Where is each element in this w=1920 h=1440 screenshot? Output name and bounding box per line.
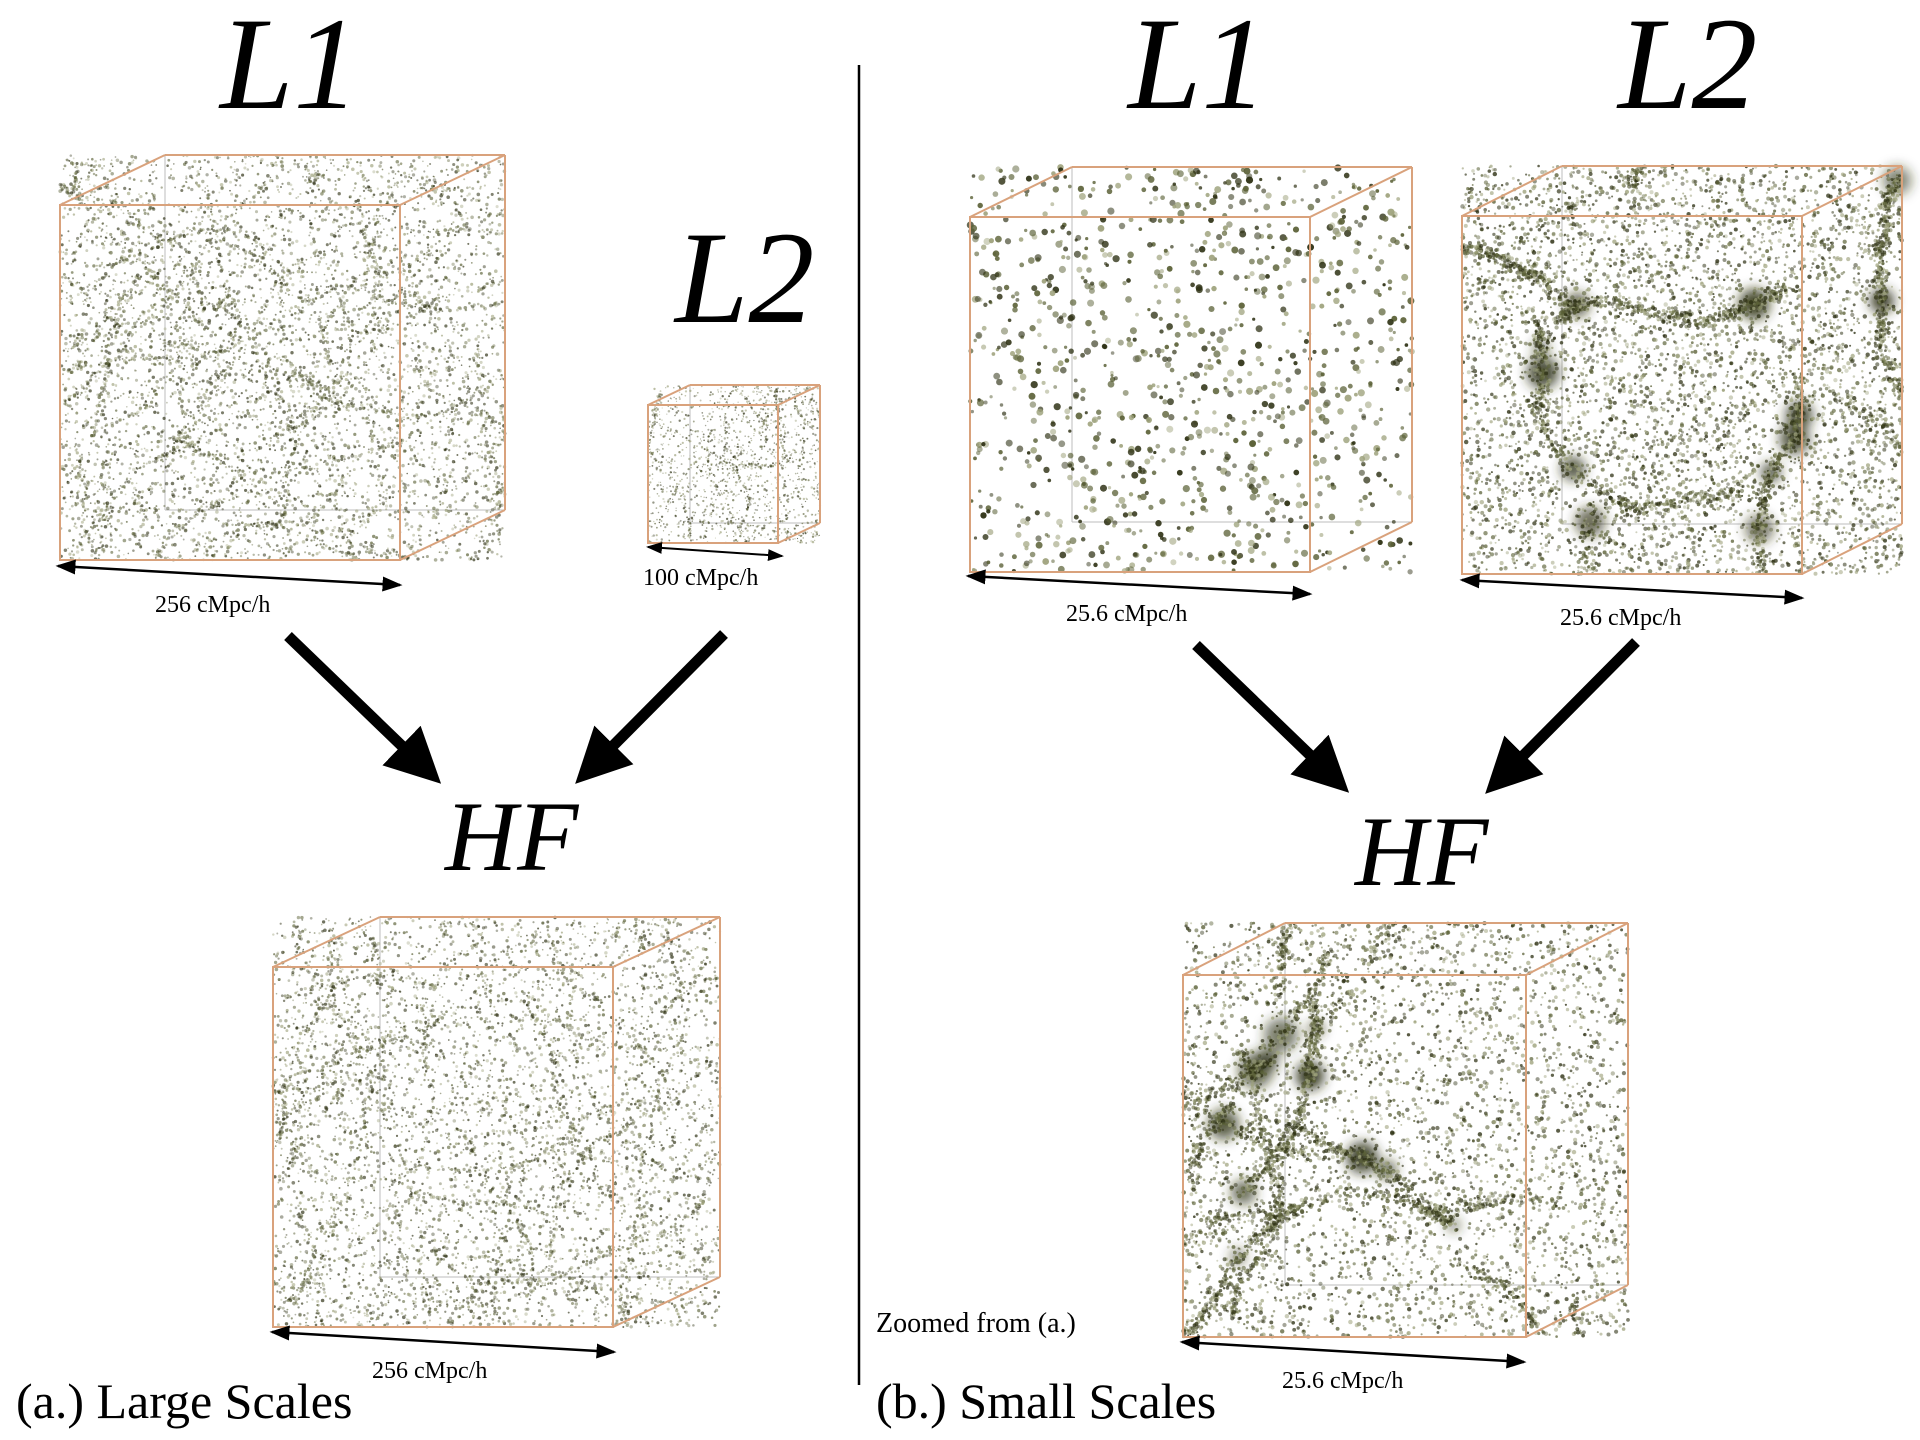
panel-b-l2-cube <box>1460 163 1912 576</box>
panel-a-l2-dimension: 100 cMpc/h <box>643 565 758 591</box>
panel-b-l1-label: L1 <box>1126 0 1267 137</box>
panel-b: L1 L2 HF 25.6 cMpc/h 25.6 cMpc/h 25.6 cM… <box>876 0 1912 1429</box>
panel-a-arrow-from-l2 <box>575 630 728 784</box>
panel-b-note: Zoomed from (a.) <box>876 1308 1076 1339</box>
cube-particles <box>1181 921 1630 1340</box>
panel-b-l1-dimension: 25.6 cMpc/h <box>1066 601 1187 627</box>
panel-b-hf-dimension-arrow <box>1179 1335 1527 1369</box>
panel-b-caption: (b.) Small Scales <box>876 1373 1216 1429</box>
cube-particles <box>1460 163 1912 576</box>
panel-b-l2-dimension: 25.6 cMpc/h <box>1560 605 1681 631</box>
panel-a-arrow-from-l1 <box>284 632 442 784</box>
panel-b-hf-label: HF <box>1353 796 1489 907</box>
cube-particles <box>647 384 822 544</box>
panel-a-l1-label: L1 <box>218 0 359 137</box>
panel-a-l2-dimension-arrow <box>646 541 784 562</box>
panel-a-l1-dimension: 256 cMpc/h <box>155 592 270 618</box>
panel-a-l2-cube <box>647 384 822 544</box>
cube-edges <box>1182 922 1629 1338</box>
panel-a: L1 L2 HF 256 cMpc/h 100 cMpc/h 256 cMpc/… <box>16 0 822 1429</box>
panel-a-hf-dimension: 256 cMpc/h <box>372 1358 487 1384</box>
panel-b-hf-dimension: 25.6 cMpc/h <box>1282 1368 1403 1394</box>
panel-a-caption: (a.) Large Scales <box>16 1373 352 1429</box>
panel-b-l1-dimension-arrow <box>965 569 1313 601</box>
cube-particles <box>966 164 1415 575</box>
cube-particles <box>58 153 507 562</box>
panel-b-arrow-from-l2 <box>1485 638 1640 794</box>
cube-hidden-edges <box>969 166 1412 523</box>
panel-b-l2-label: L2 <box>1616 0 1757 137</box>
panel-a-hf-label: HF <box>443 781 579 892</box>
cube-edges <box>1461 165 1903 575</box>
panel-b-l1-cube <box>966 164 1415 575</box>
panel-b-l2-dimension-arrow <box>1459 573 1805 605</box>
panel-a-hf-dimension-arrow <box>269 1325 617 1359</box>
panel-a-hf-cube <box>271 915 722 1329</box>
panel-b-hf-cube <box>1181 921 1630 1340</box>
cube-particles <box>271 915 722 1329</box>
panel-a-l1-cube <box>58 153 507 562</box>
panel-a-l1-dimension-arrow <box>55 559 403 592</box>
panel-a-l2-label: L2 <box>673 204 814 351</box>
panel-b-arrow-from-l1 <box>1192 641 1350 793</box>
